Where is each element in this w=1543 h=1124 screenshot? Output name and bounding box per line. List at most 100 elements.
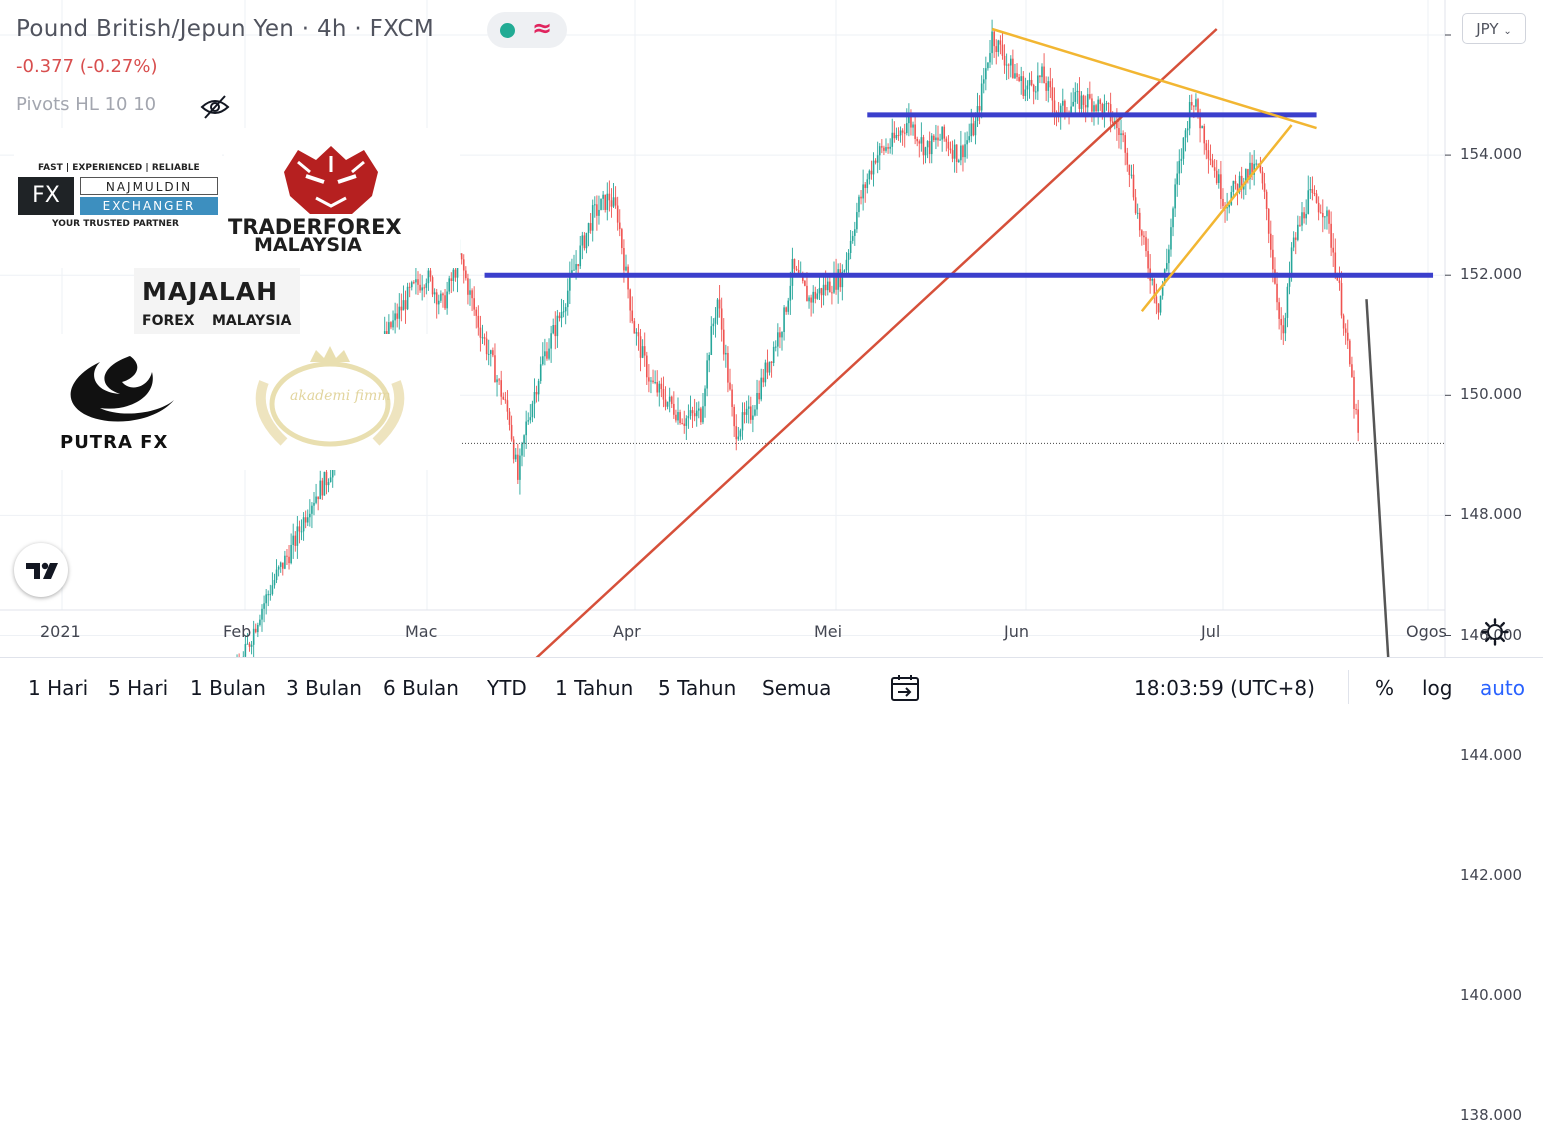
candle [812,285,814,313]
candle [278,565,280,576]
candle [604,194,606,212]
x-tick-label: 2021 [40,622,81,641]
y-tick-label: 140.000 [1460,986,1522,1004]
candle [438,295,440,315]
range-button[interactable]: Semua [762,676,831,700]
candle [1289,262,1291,295]
auto-toggle[interactable]: auto [1480,676,1525,700]
candle [1214,159,1216,178]
calendar-arrow-icon[interactable] [890,674,920,702]
candle [960,131,962,165]
log-toggle[interactable]: log [1422,676,1453,700]
candle [943,125,945,142]
data-wave-icon: ≈ [532,14,552,42]
candle [648,364,650,392]
clock-readout[interactable]: 18:03:59 (UTC+8) [1134,676,1315,700]
market-open-icon [500,23,515,38]
range-button[interactable]: 1 Hari [28,676,88,700]
candle [746,401,748,423]
najmuldin-name: NAJMULDIN [80,177,218,195]
candle [1264,173,1266,199]
range-button[interactable]: 6 Bulan [383,676,459,700]
candle [652,370,654,384]
candle [1043,53,1045,83]
tradingview-logo[interactable] [14,543,68,597]
percent-toggle[interactable]: % [1375,676,1394,700]
range-button[interactable]: 1 Tahun [555,676,633,700]
indicator-label[interactable]: Pivots HL 10 10 [16,94,156,115]
range-button[interactable]: 3 Bulan [286,676,362,700]
currency-selector[interactable]: JPY ⌄ [1462,13,1526,44]
candle [265,589,267,614]
candle [981,75,983,118]
candle [527,412,529,425]
candle [309,499,311,526]
candle [1235,175,1237,190]
candle [609,180,611,211]
candle [546,342,548,361]
range-button[interactable]: 5 Tahun [658,676,736,700]
akademi-label: akademi fimm [290,388,391,404]
range-button[interactable]: 1 Bulan [190,676,266,700]
eye-off-icon[interactable] [200,94,230,120]
candle [1355,404,1357,415]
candle [1206,140,1208,159]
candle [1176,161,1178,196]
candle [297,516,299,559]
candle [390,321,392,329]
candle [973,117,975,136]
candle [523,434,525,457]
candle [1357,400,1359,441]
y-tick-label: 142.000 [1460,866,1522,884]
najmuldin-sub: EXCHANGER [80,197,218,215]
x-tick-label: Apr [613,622,641,641]
candle [1137,204,1139,219]
candle [733,404,735,437]
najmuldin-fx: FX [18,177,74,215]
candle [1035,86,1037,100]
range-button[interactable]: YTD [487,676,527,700]
settings-gear-icon[interactable] [1481,618,1509,646]
candle [1129,165,1131,187]
candle [1220,161,1222,209]
candle [1027,80,1029,101]
candle [642,339,644,358]
candle [1083,95,1085,116]
candle [582,232,584,259]
candle [831,286,833,305]
candle [1054,87,1056,124]
candle [1322,199,1324,232]
candle [1293,231,1295,251]
candle [259,615,261,627]
candle [405,291,407,324]
candle [446,282,448,315]
candle [644,333,646,367]
candle [573,255,575,271]
candle [864,182,866,203]
candle [559,312,561,321]
candle [315,484,317,504]
candle [1133,164,1135,200]
candle [490,350,492,367]
tradingview-logo-icon [14,543,68,597]
candle [440,290,442,303]
candle [875,158,877,164]
candle [1316,190,1318,204]
candle [646,352,648,385]
candle [1079,77,1081,116]
candle [1285,313,1287,341]
candle [255,624,257,634]
candle [906,108,908,135]
candle [324,472,326,496]
candle [950,141,952,153]
candle [552,319,554,335]
candle [1018,74,1020,82]
market-status-pill[interactable]: ≈ [487,12,567,48]
candle [1326,207,1328,230]
candle [1143,231,1145,245]
candle [1168,245,1170,275]
majalah-line3: MALAYSIA [212,313,291,329]
range-button[interactable]: 5 Hari [108,676,168,700]
x-tick-label: Feb [223,622,251,641]
candle [985,57,987,91]
